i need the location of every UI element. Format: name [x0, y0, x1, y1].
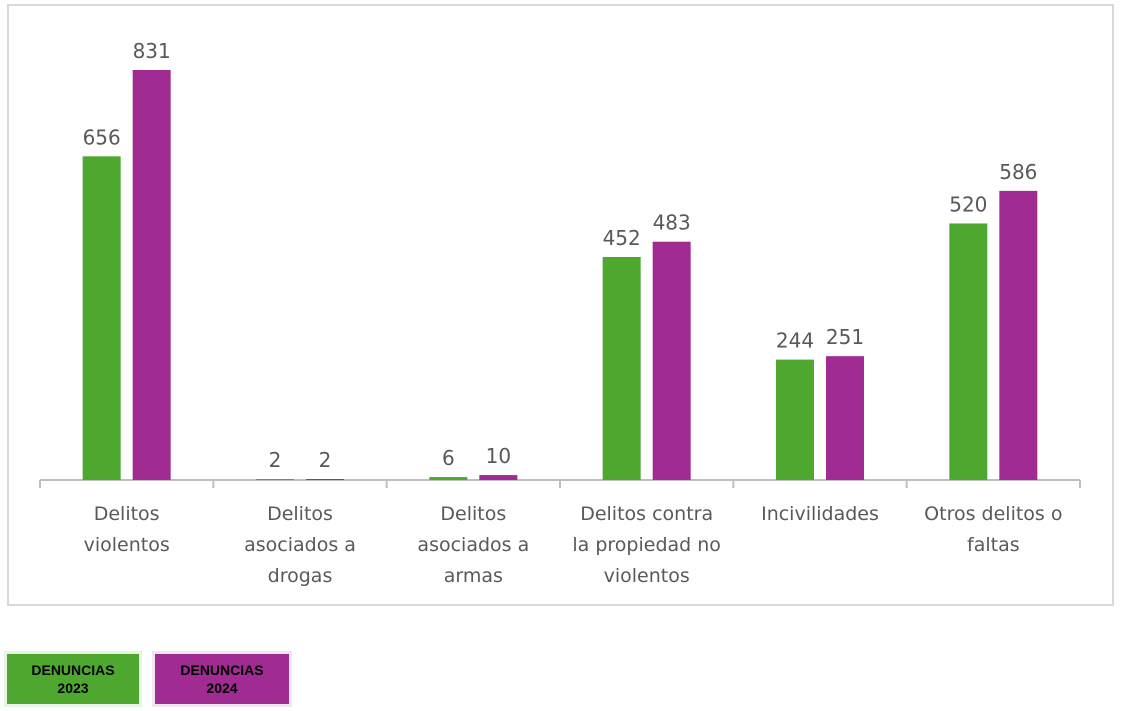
category-label-line: Delitos contra: [580, 503, 713, 525]
category-label-line: Delitos: [94, 503, 160, 525]
legend-2023-line1: DENUNCIAS: [31, 662, 115, 678]
bar-2023: [429, 477, 468, 480]
legend-2023: DENUNCIAS 2023: [4, 651, 142, 707]
bar-2024: [132, 70, 171, 480]
bar-2024: [652, 241, 691, 480]
bar-2024: [479, 475, 518, 480]
category-label-line: Incivilidades: [761, 503, 879, 525]
category-label-line: asociados a: [244, 534, 356, 556]
data-label-2023: 2: [269, 448, 282, 472]
legend-2023-line2: 2023: [57, 680, 89, 696]
category-label-line: violentos: [84, 534, 170, 556]
category-label-line: Delitos: [440, 503, 506, 525]
bar-2024: [826, 356, 864, 480]
category-label-line: Otros delitos o: [924, 503, 1062, 525]
category-label: Delitos contra la propiedad no violentos: [572, 503, 721, 587]
bar-2023: [82, 156, 121, 481]
bar-2023: [602, 256, 641, 480]
category-label-line: la propiedad no: [572, 534, 721, 556]
category-label: Delitos asociados a armas: [417, 503, 529, 587]
data-label-2024: 251: [826, 325, 864, 349]
data-label-2024: 831: [133, 39, 171, 63]
category-label-line: violentos: [604, 565, 690, 587]
data-label-2024: 2: [319, 448, 332, 472]
data-label-2024: 586: [999, 160, 1037, 184]
bar-chart: 656 831 Delitos violentos 2 2 Delitos asociados…: [39, 39, 1081, 587]
chart-frame: [7, 4, 1114, 606]
data-label-2023: 244: [776, 329, 814, 353]
data-label-2023: 6: [442, 446, 455, 470]
category-label: Delitos violentos: [84, 503, 170, 556]
category-label-line: Delitos: [267, 503, 333, 525]
category-label: Incivilidades: [761, 503, 879, 525]
data-label-2023: 452: [603, 226, 641, 250]
bar-2023: [776, 359, 814, 480]
bar-2023: [256, 479, 294, 480]
category-label: Delitos asociados a drogas: [244, 503, 356, 587]
bar-2023: [949, 223, 988, 480]
category-label-line: drogas: [268, 565, 333, 587]
data-label-2023: 520: [949, 192, 987, 216]
legend-2024-line2: 2024: [206, 680, 238, 696]
data-label-2023: 656: [83, 125, 121, 149]
category-label-line: asociados a: [417, 534, 529, 556]
bar-2024: [306, 479, 344, 480]
data-label-2024: 10: [486, 444, 511, 468]
bar-2024: [999, 190, 1038, 480]
legend-2024-line1: DENUNCIAS: [180, 662, 264, 678]
category-label: Otros delitos o faltas: [924, 503, 1062, 556]
category-label-line: armas: [444, 565, 503, 587]
data-label-2024: 483: [653, 211, 691, 235]
legend-2024: DENUNCIAS 2024: [152, 651, 292, 707]
category-label-line: faltas: [967, 534, 1020, 556]
